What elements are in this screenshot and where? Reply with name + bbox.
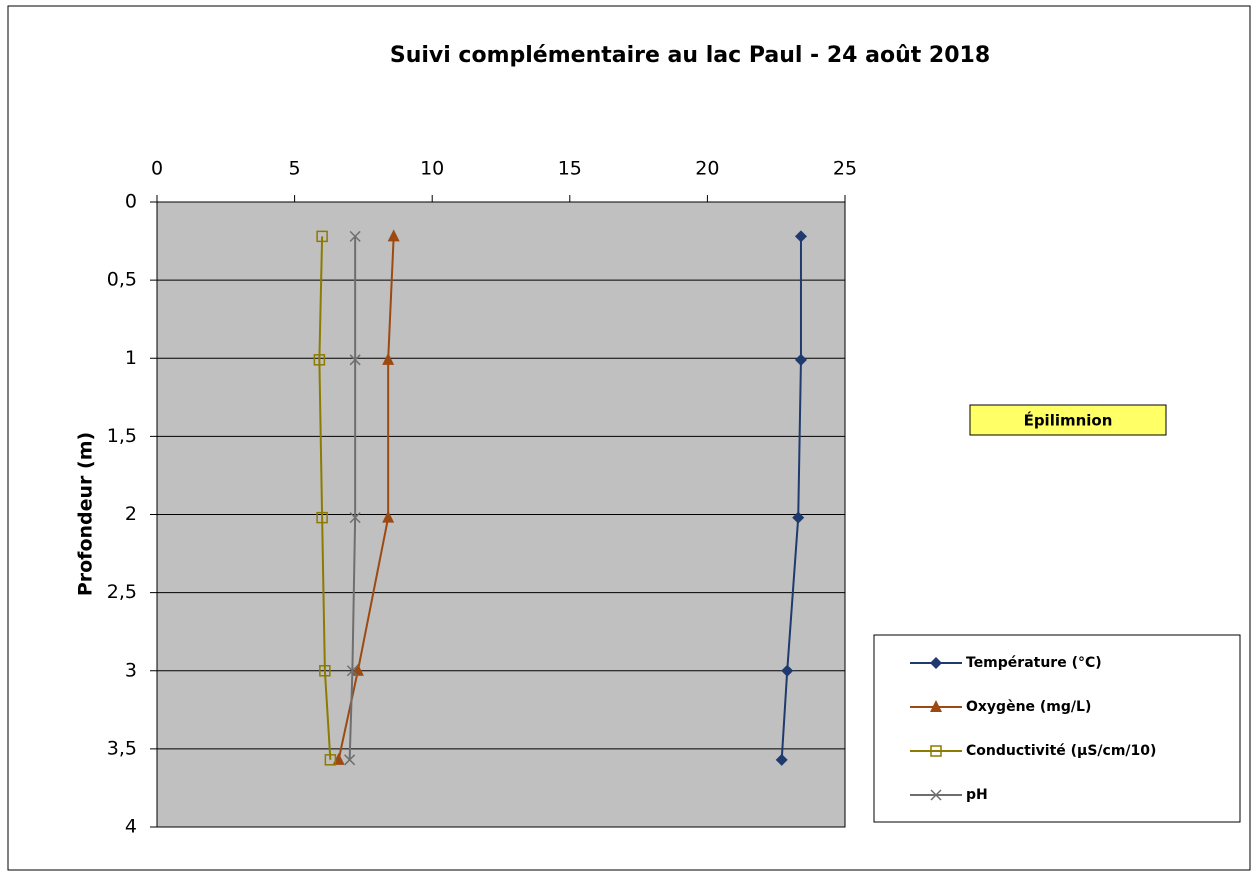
y-axis-label: Profondeur (m) bbox=[75, 432, 97, 596]
legend-label: Température (°C) bbox=[966, 655, 1102, 671]
x-tick-label: 10 bbox=[420, 158, 444, 180]
data-point bbox=[781, 664, 794, 677]
chart-title: Suivi complémentaire au lac Paul - 24 ao… bbox=[390, 43, 990, 68]
legend-marker bbox=[930, 745, 942, 757]
data-point bbox=[324, 754, 337, 766]
x-tick-label: 25 bbox=[833, 158, 857, 180]
x-tick-label: 20 bbox=[695, 158, 719, 180]
legend-label: Conductivité (µS/cm/10) bbox=[966, 743, 1156, 759]
data-point bbox=[382, 352, 395, 365]
data-point bbox=[349, 230, 361, 242]
legend-marker bbox=[930, 789, 942, 801]
x-tick-label: 0 bbox=[151, 158, 163, 180]
legend-label: pH bbox=[966, 787, 988, 803]
y-tick-label: 0,5 bbox=[107, 269, 137, 291]
annotation-box bbox=[969, 404, 1167, 436]
data-point bbox=[794, 230, 807, 243]
series-line bbox=[318, 236, 332, 760]
y-tick-label: 3,5 bbox=[107, 737, 137, 759]
annotation: Épilimnion bbox=[1024, 411, 1113, 430]
data-point bbox=[319, 665, 331, 677]
data-point bbox=[775, 753, 788, 766]
x-tick-label: 5 bbox=[289, 158, 301, 180]
y-tick-label: 2 bbox=[125, 503, 137, 525]
y-tick-label: 1,5 bbox=[107, 425, 137, 447]
y-tick-label: 1 bbox=[125, 347, 137, 369]
data-point bbox=[794, 353, 807, 366]
y-tick-label: 4 bbox=[125, 816, 137, 838]
y-tick-label: 3 bbox=[125, 659, 137, 681]
data-point bbox=[346, 665, 358, 677]
data-point bbox=[344, 754, 356, 766]
y-tick-label: 0 bbox=[125, 191, 137, 213]
data-point bbox=[349, 354, 361, 366]
data-point bbox=[316, 230, 328, 243]
data-point bbox=[382, 510, 395, 523]
x-tick-label: 15 bbox=[558, 158, 582, 180]
data-point bbox=[349, 512, 361, 524]
data-point bbox=[316, 511, 328, 524]
legend-marker bbox=[930, 657, 942, 669]
legend-marker bbox=[930, 700, 942, 712]
legend-label: Oxygène (mg/L) bbox=[966, 699, 1091, 715]
data-point bbox=[792, 511, 805, 524]
y-tick-label: 2,5 bbox=[107, 581, 137, 603]
data-point bbox=[387, 229, 400, 242]
data-point bbox=[313, 354, 326, 366]
